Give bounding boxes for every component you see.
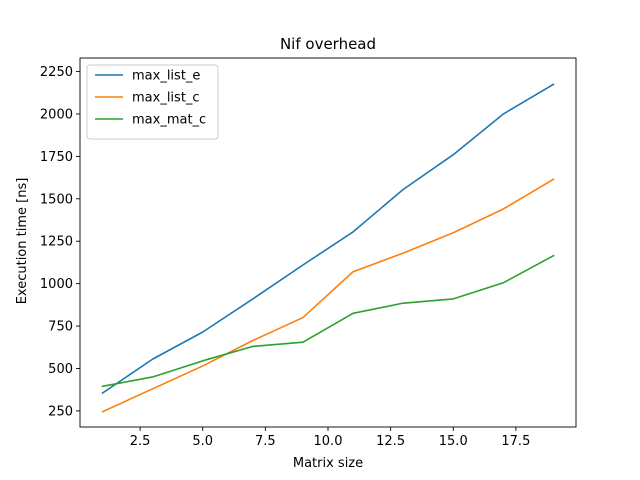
legend: max_list_e max_list_c max_mat_c [86,64,219,140]
series-layer [101,83,555,413]
y-tick-label: 2250 [40,65,73,80]
legend-box [86,64,219,140]
x-tick-label: 15.0 [439,434,468,449]
y-tick-label: 2000 [40,107,73,122]
legend-label-max_list_c: max_list_c [132,91,200,106]
y-tick-label: 500 [48,362,73,377]
x-tick-label: 7.5 [255,434,276,449]
y-tick-label: 1500 [40,192,73,207]
y-tick-label: 1000 [40,277,73,292]
y-tick-label: 1750 [40,150,73,165]
y-tick-label: 250 [48,404,73,419]
ticks-layer: 2.5 5.0 7.5 10.0 12.5 15.0 17.5 250 500 750 1000 12… [40,65,530,449]
series-line-max_list_c [101,178,555,413]
legend-label-max_list_e: max_list_e [132,69,200,84]
x-tick-label: 5.0 [192,434,213,449]
y-tick-label: 1250 [40,235,73,250]
y-tick-label: 750 [48,320,73,335]
series-line-max_list_e [101,83,555,395]
series-line-max_mat_c [101,254,555,388]
x-tick-label: 10.0 [314,434,343,449]
chart-title: Nif overhead [280,35,376,53]
x-tick-label: 12.5 [376,434,405,449]
y-axis-label: Execution time [ns] [15,178,30,305]
x-tick-label: 17.5 [501,434,530,449]
x-axis-label: Matrix size [293,456,363,471]
legend-label-max_mat_c: max_mat_c [132,113,206,128]
x-tick-label: 2.5 [130,434,151,449]
